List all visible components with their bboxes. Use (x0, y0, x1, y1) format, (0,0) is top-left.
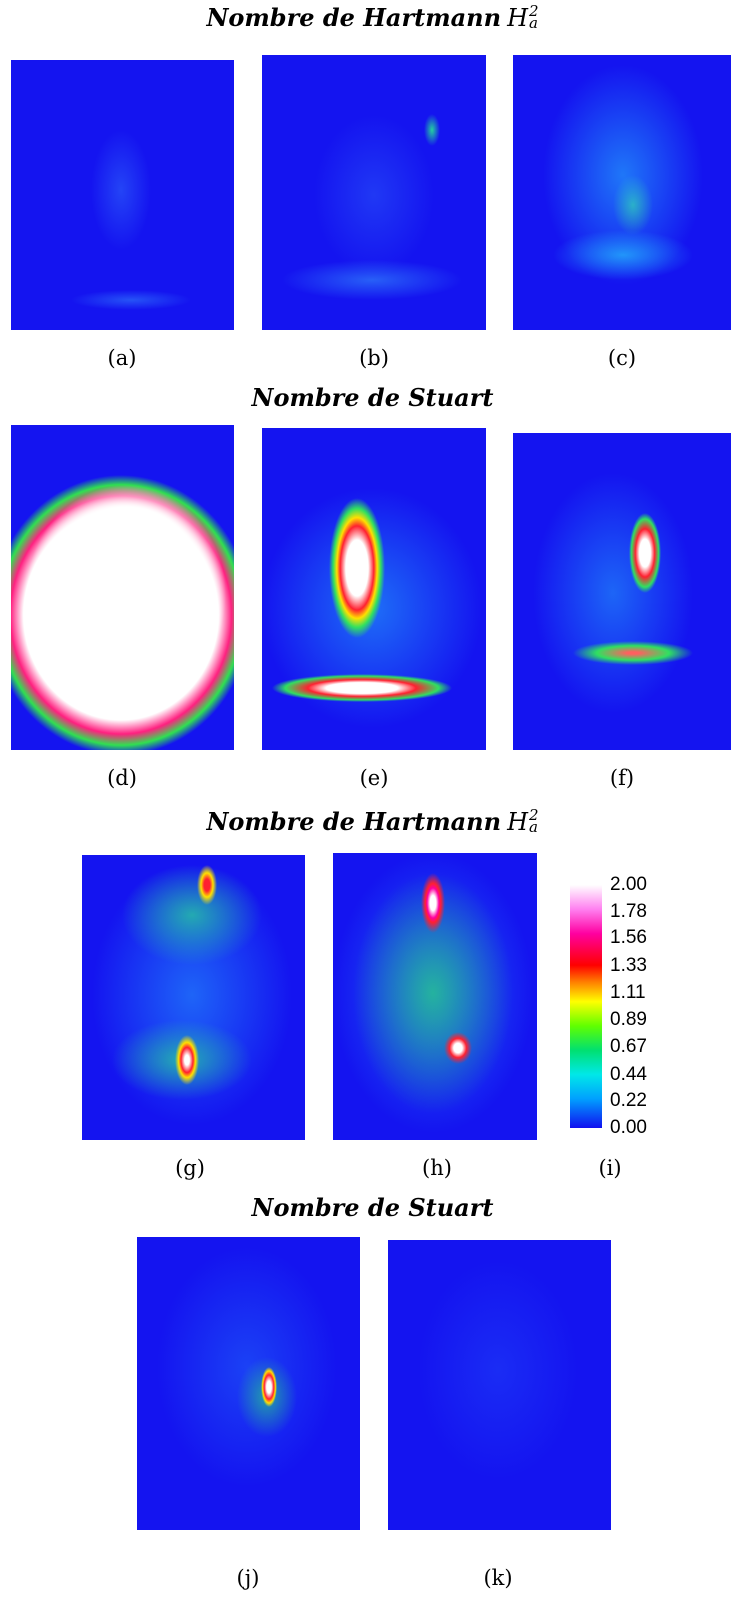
colorbar-tick-label: 1.78 (610, 900, 647, 922)
symbol: H (507, 808, 528, 836)
panel-label: (d) (107, 766, 137, 790)
colorbar-tick-label: 0.89 (610, 1008, 647, 1030)
title-text: Nombre de Stuart (251, 383, 494, 412)
colorbar-tick-label: 0.44 (610, 1063, 647, 1085)
superscript: 2 (529, 1, 539, 20)
subscript: a (529, 817, 538, 836)
contour-plot (82, 855, 305, 1140)
panel-label: (h) (422, 1156, 452, 1180)
contour-plot (262, 428, 486, 750)
section-title: Nombre de Stuart (0, 1193, 745, 1223)
section-title: Nombre de Hartmann H 2 a (0, 807, 745, 837)
colorbar-tick-label: 1.56 (610, 927, 647, 949)
title-text: Nombre de Hartmann (206, 807, 502, 836)
superscript: 2 (529, 805, 539, 824)
colorbar (570, 885, 602, 1128)
contour-plot (388, 1240, 611, 1530)
panel-label: (g) (175, 1156, 205, 1180)
subscript: a (529, 13, 538, 32)
contour-plot (11, 60, 234, 330)
panel-label: (f) (609, 766, 635, 790)
colorbar-tick-label: 0.00 (610, 1117, 647, 1138)
colorbar-tick-label: 1.33 (610, 955, 647, 977)
panel-label: (a) (107, 346, 137, 370)
colorbar-tick-label: 0.22 (610, 1090, 647, 1112)
contour-plot (137, 1237, 360, 1530)
contour-plot (513, 433, 731, 750)
contour-plot (333, 853, 537, 1140)
contour-plot (513, 55, 731, 330)
panel-label: (e) (359, 766, 389, 790)
panel-label: (j) (236, 1566, 260, 1590)
section-title: Nombre de Stuart (0, 383, 745, 413)
contour-plot (11, 425, 234, 750)
colorbar-tick-label: 1.11 (610, 982, 646, 1004)
title-text: Nombre de Stuart (251, 1193, 494, 1222)
section-title: Nombre de Hartmann H 2 a (0, 3, 745, 33)
contour-plot (262, 55, 486, 330)
panel-label: (k) (483, 1566, 513, 1590)
panel-label: (i) (598, 1156, 622, 1180)
panel-label: (b) (359, 346, 389, 370)
colorbar-tick-label: 2.00 (610, 874, 647, 895)
symbol: H (507, 4, 528, 32)
title-text: Nombre de Hartmann (206, 3, 502, 32)
panel-label: (c) (607, 346, 637, 370)
colorbar-tick-label: 0.67 (610, 1035, 647, 1057)
